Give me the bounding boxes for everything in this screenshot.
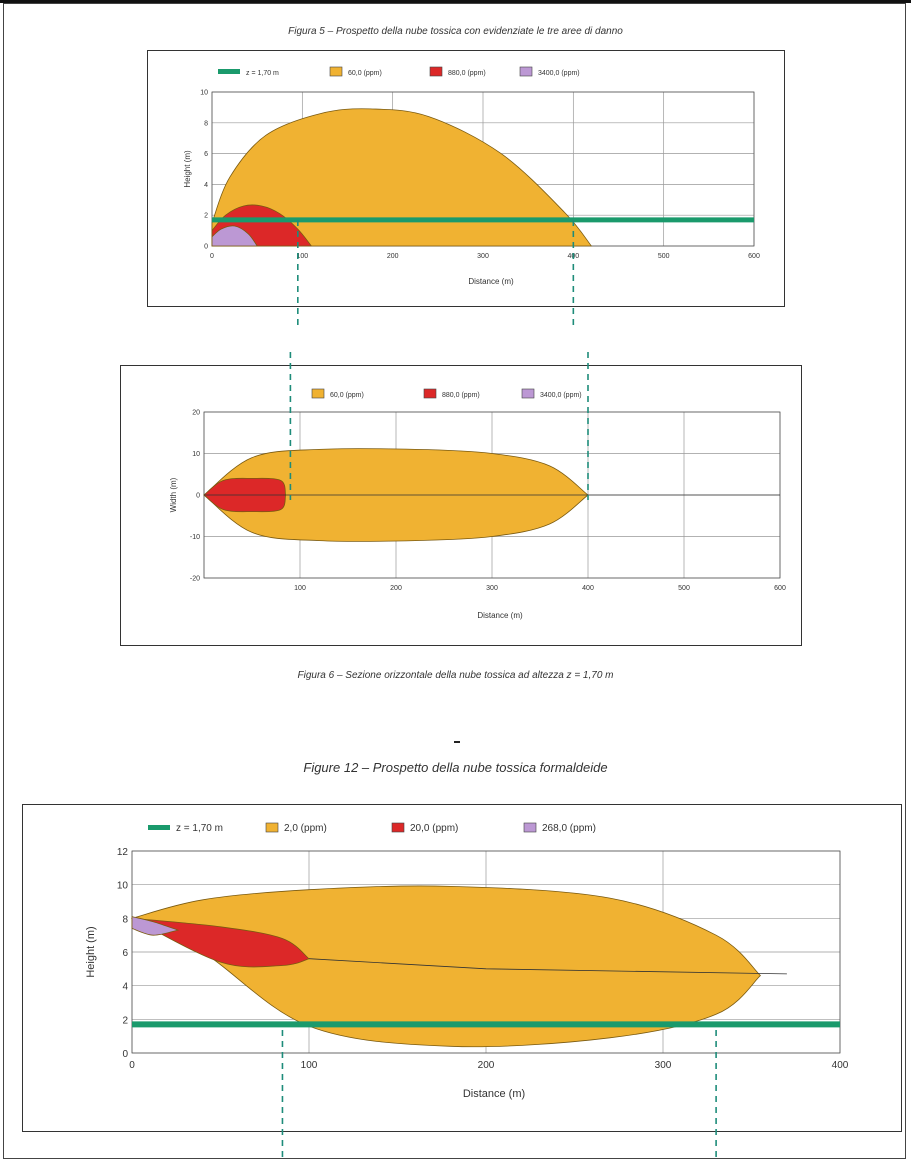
fig6-legend-swatch [423, 388, 437, 399]
fig5-series-3-area [211, 225, 258, 247]
fig12-legend-swatch [523, 822, 537, 833]
fig5-legend-swatch [329, 66, 343, 77]
fig12-legend-swatch-line [148, 825, 170, 830]
fig5-y-tick-label: 6 [204, 151, 208, 158]
fig12-x-tick-label: 0 [129, 1060, 135, 1071]
fig5-x-tick-label: 500 [658, 253, 670, 260]
figure-12-caption: Figure 12 – Prospetto della nube tossica… [303, 760, 608, 775]
fig12-legend-label: z = 1,70 m [176, 823, 223, 834]
fig12-legend-label: 268,0 (ppm) [542, 823, 596, 834]
fig12-y-tick-label: 2 [122, 1015, 128, 1026]
fig6-x-tick-label: 200 [390, 585, 402, 592]
fig12-x-tick-label: 400 [832, 1060, 849, 1071]
page-frame [3, 3, 906, 1159]
fig5-x-axis-label: Distance (m) [468, 277, 514, 286]
fig6-legend-swatch [521, 388, 535, 399]
fig6-y-tick-label: 10 [192, 451, 200, 458]
fig5-legend-swatch [519, 66, 533, 77]
fig6-y-tick-label: -10 [190, 534, 200, 541]
fig5-y-tick-label: 0 [204, 244, 208, 251]
fig12-y-axis-label: Height (m) [85, 926, 97, 977]
fig5-y-axis-label: Height (m) [183, 150, 192, 188]
fig6-x-tick-label: 100 [294, 585, 306, 592]
fig12-x-axis-label: Distance (m) [463, 1088, 525, 1100]
fig12-x-tick-label: 300 [655, 1060, 672, 1071]
fig6-y-axis-label: Width (m) [169, 477, 178, 512]
fig6-legend-label: 3400,0 (ppm) [540, 392, 582, 399]
fig6-legend-label: 880,0 (ppm) [442, 392, 480, 399]
fig5-x-tick-label: 600 [748, 253, 760, 260]
fig12-x-tick-label: 200 [478, 1060, 495, 1071]
fig5-x-tick-label: 300 [477, 253, 489, 260]
fig5-y-tick-label: 10 [200, 90, 208, 97]
fig6-y-tick-label: 20 [192, 410, 200, 417]
figure-6-caption: Figura 6 – Sezione orizzontale della nub… [297, 670, 614, 681]
fig12-y-tick-label: 4 [122, 982, 128, 993]
fig5-legend-label: 880,0 (ppm) [448, 70, 486, 77]
fig12-plot-frame [131, 850, 841, 1054]
fig5-x-tick-label: 100 [296, 253, 308, 260]
fig5-y-tick-label: 8 [204, 120, 208, 127]
fig12-y-tick-label: 12 [117, 847, 129, 858]
fig12-legend-swatch [391, 822, 405, 833]
fig12-series-3-area [131, 916, 180, 936]
fig6-legend-swatch [311, 388, 325, 399]
fig5-y-tick-label: 4 [204, 182, 208, 189]
fig12-x-tick-label: 100 [301, 1060, 318, 1071]
fig5-legend-label: 3400,0 (ppm) [538, 70, 580, 77]
fig6-y-tick-label: 0 [196, 493, 200, 500]
top-rule [0, 0, 911, 3]
fig5-legend-swatch [429, 66, 443, 77]
fig6-x-tick-label: 400 [582, 585, 594, 592]
fig5-y-tick-label: 2 [204, 213, 208, 220]
fig6-y-tick-label: -20 [190, 576, 200, 583]
fig5-series-1-area [211, 108, 593, 247]
fig6-legend-label: 60,0 (ppm) [330, 392, 364, 399]
fig6-x-tick-label: 600 [774, 585, 786, 592]
fig12-center-line [308, 958, 787, 975]
fig5-legend-swatch-line [218, 69, 240, 74]
fig12-y-tick-label: 10 [117, 881, 129, 892]
fig6-x-tick-label: 300 [486, 585, 498, 592]
fig6-x-tick-label: 500 [678, 585, 690, 592]
fig12-y-tick-label: 6 [122, 948, 128, 959]
figure-5-caption: Figura 5 – Prospetto della nube tossica … [288, 26, 623, 37]
fig5-legend-label: 60,0 (ppm) [348, 70, 382, 77]
fig12-legend-swatch [265, 822, 279, 833]
fig12-legend-label: 2,0 (ppm) [284, 823, 327, 834]
dash-mark [454, 741, 460, 743]
fig6-x-axis-label: Distance (m) [477, 611, 523, 620]
fig5-legend-label: z = 1,70 m [246, 70, 279, 77]
fig12-y-tick-label: 0 [122, 1049, 128, 1060]
fig5-x-tick-label: 200 [387, 253, 399, 260]
fig12-y-tick-label: 8 [122, 914, 128, 925]
fig12-legend-label: 20,0 (ppm) [410, 823, 458, 834]
fig5-x-tick-label: 0 [210, 253, 214, 260]
